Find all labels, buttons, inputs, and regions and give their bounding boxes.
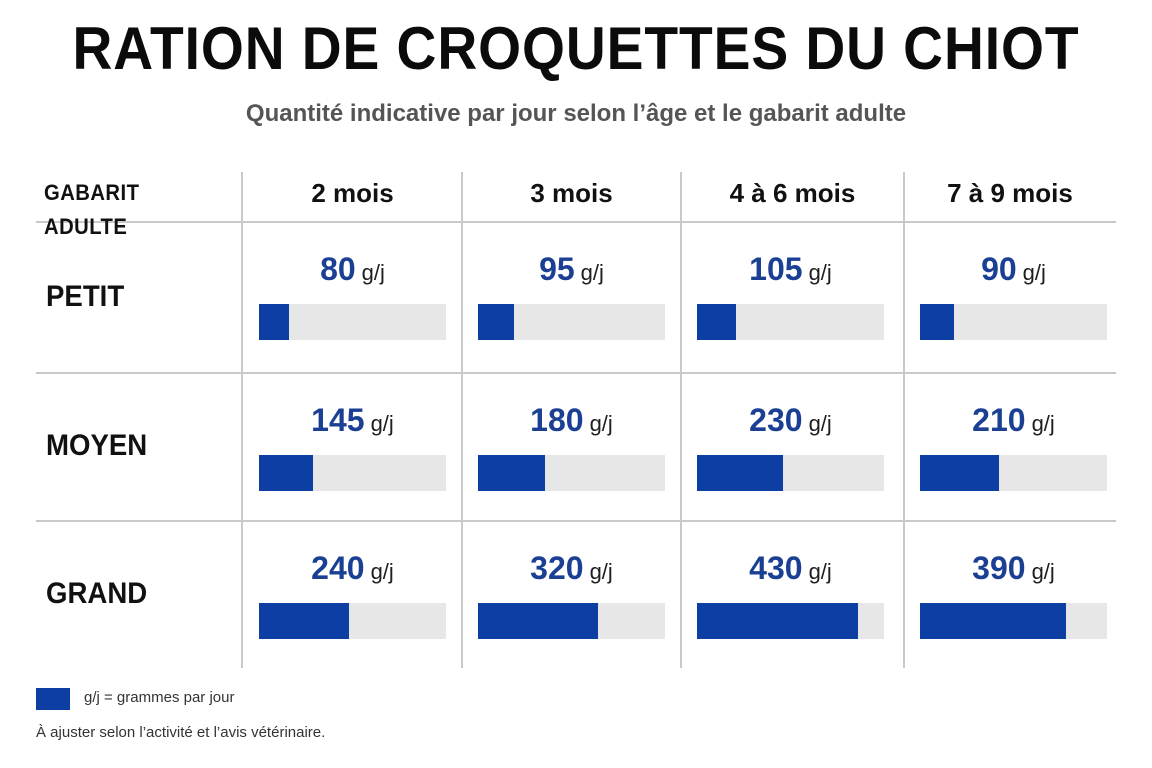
bar [259,455,313,491]
value-label: 210 g/j [920,400,1107,440]
value-label: 80 g/j [259,249,446,289]
value-number: 180 [530,402,584,438]
bar [259,304,289,340]
column-header: 7 à 9 mois [947,178,1073,208]
value-number: 90 [981,251,1017,287]
bar [478,455,545,491]
value-number: 95 [539,251,575,287]
value-unit: g/j [1031,411,1055,436]
header-divider [36,221,1116,223]
bar-track [259,603,446,639]
value-unit: g/j [589,411,613,436]
value-label: 430 g/j [697,548,884,588]
value-unit: g/j [580,260,604,285]
value-number: 145 [311,402,365,438]
bar [478,603,598,639]
value-label: 320 g/j [478,548,665,588]
label-column-divider [241,172,243,668]
value-unit: g/j [808,411,832,436]
row-label: GRAND [46,576,148,610]
row-label: MOYEN [46,429,148,462]
bar [697,603,858,639]
bar [697,455,783,491]
bar-track [697,603,884,639]
column-header: 2 mois [311,178,394,208]
value-number: 105 [749,251,803,287]
bar-track [920,455,1107,491]
value-unit: g/j [1031,559,1055,584]
value-unit: g/j [370,559,394,584]
value-number: 320 [530,550,584,586]
chart-subtitle: Quantité indicative par jour selon l’âge… [245,100,907,127]
value-number: 80 [320,251,356,287]
row-header-label: GABARIT ADULTE [44,180,140,239]
bar-track [478,304,665,340]
row-divider [36,372,1116,374]
footnote: À ajuster selon l’activité et l’avis vét… [36,724,326,741]
value-number: 230 [749,402,803,438]
bar [697,304,736,340]
column-header: 3 mois [530,178,613,208]
bar-track [920,603,1107,639]
value-number: 210 [972,402,1026,438]
value-label: 180 g/j [478,400,665,440]
legend-swatch [36,688,70,710]
value-unit: g/j [1022,260,1046,285]
bar-track [478,603,665,639]
bar-track [259,455,446,491]
value-number: 430 [749,550,803,586]
value-label: 240 g/j [259,548,446,588]
value-number: 240 [311,550,365,586]
column-header: 4 à 6 mois [729,178,856,208]
row-label: PETIT [46,279,125,313]
bar-track [697,304,884,340]
row-divider [36,520,1116,522]
bar [259,603,349,639]
legend-text: g/j = grammes par jour [84,689,235,706]
bar [920,455,999,491]
value-label: 230 g/j [697,400,884,440]
value-unit: g/j [370,411,394,436]
bar-track [478,455,665,491]
column-divider [903,172,905,668]
bar [920,304,954,340]
value-label: 145 g/j [259,400,446,440]
column-divider [680,172,682,668]
value-unit: g/j [808,559,832,584]
bar-track [259,304,446,340]
bar-track [697,455,884,491]
value-unit: g/j [808,260,832,285]
value-unit: g/j [361,260,385,285]
column-divider [461,172,463,668]
value-unit: g/j [589,559,613,584]
bar [920,603,1066,639]
bar-track [920,304,1107,340]
value-label: 390 g/j [920,548,1107,588]
value-label: 105 g/j [697,249,884,289]
bar [478,304,514,340]
value-label: 95 g/j [478,249,665,289]
value-label: 90 g/j [920,249,1107,289]
chart-title: RATION DE CROQUETTES DU CHIOT [72,15,1080,82]
value-number: 390 [972,550,1026,586]
